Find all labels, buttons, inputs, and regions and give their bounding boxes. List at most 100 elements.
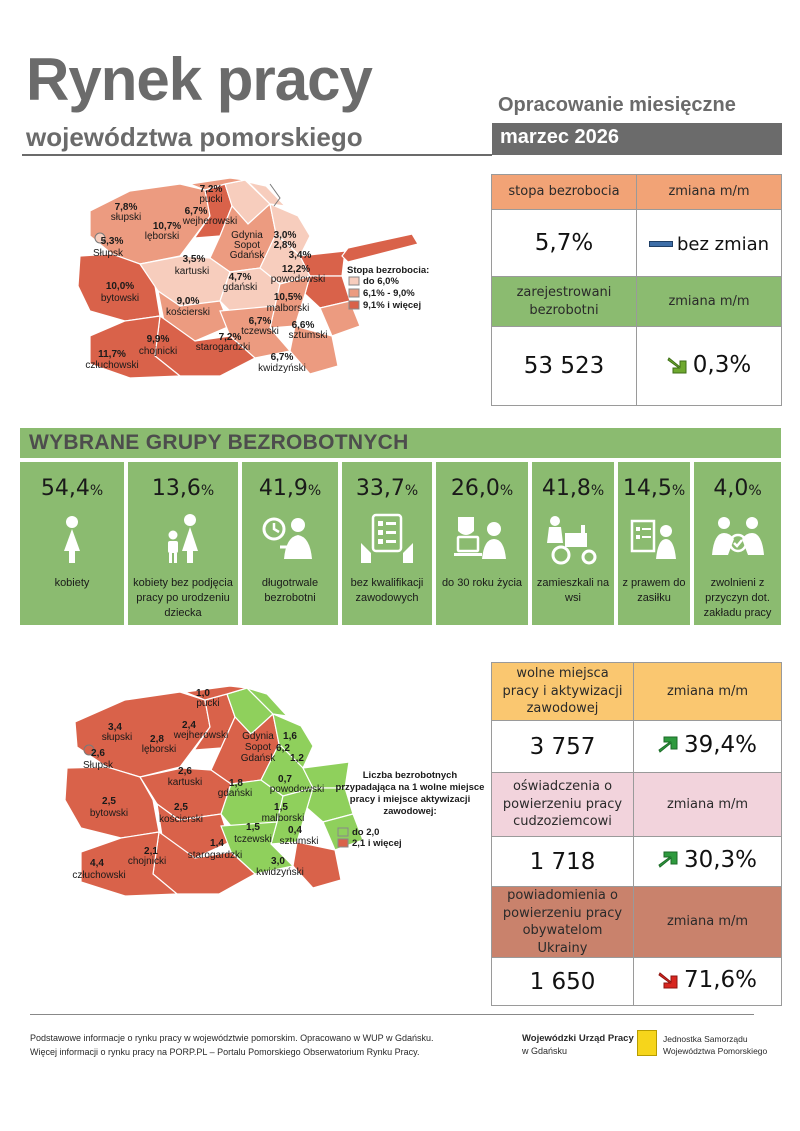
map2-wejherowski-value: 2,4: [182, 720, 196, 731]
map1-slupsk-name: Słupsk: [93, 248, 124, 259]
map2-legend-swatch-low: [337, 827, 349, 837]
map1-slupski-value: 7,8%: [115, 202, 138, 213]
map2-sopot-name: Sopot: [245, 742, 271, 753]
ukraine-value: 1 650: [491, 957, 634, 1007]
map2-chojnicki-name: chojnicki: [128, 856, 166, 867]
foreigners-change: 30,3%: [683, 847, 758, 873]
map1-starogardzki-value: 7,2%: [219, 332, 242, 343]
map1-gdynia-name: Gdynia: [231, 230, 263, 241]
ukraine-header: powiadomienia o powierzeniu pracy obywat…: [491, 885, 634, 959]
rate-change-cell: bez zmian: [636, 209, 782, 277]
group-unit: %: [200, 483, 215, 499]
map2-koscierski-name: kościerski: [159, 814, 203, 825]
map2-powodowski-value: 0,7: [278, 774, 292, 785]
unemployed-per-offer-map: 1,0 pucki 3,4 słupski 2,4 wejherowski 2,…: [64, 685, 484, 897]
map2-leborski-name: lęborski: [142, 744, 176, 755]
map1-slupski-name: słupski: [111, 212, 142, 223]
group-label: z prawem do zasiłku: [622, 577, 686, 604]
footer-line-2: Więcej informacji o rynku pracy na PORP.…: [30, 1046, 420, 1057]
report-period: marzec 2026: [492, 123, 782, 155]
handshake-icon: [711, 517, 764, 555]
group-unit: %: [89, 483, 104, 499]
map2-malborski-name: malborski: [262, 813, 305, 824]
map1-malborski-name: malborski: [267, 303, 310, 314]
map2-starogardzki-name: starogardzki: [188, 850, 242, 861]
group-value: 41,8: [541, 476, 591, 501]
map1-legend-swatch-mid: [348, 288, 360, 298]
registered-change-header: zmiana m/m: [636, 276, 782, 327]
offers-change-cell: 39,4%: [633, 720, 782, 773]
map1-wejherowski-name: wejherowski: [182, 216, 237, 227]
group-label: kobiety bez podjęcia pracy po urodzeniu …: [133, 577, 233, 619]
map2-tczewski-value: 1,5: [246, 822, 260, 833]
map2-kartuski-name: kartuski: [168, 777, 202, 788]
group-label: kobiety: [54, 577, 90, 589]
tractor-icon: [547, 516, 597, 565]
group-label: do 30 roku życia: [441, 577, 523, 589]
map1-kwidzynski-value: 6,7%: [271, 352, 294, 363]
map1-czluchowski-value: 11,7%: [98, 349, 126, 360]
map2-czluchowski-value: 4,4: [90, 858, 104, 869]
group-label: bez kwalifikacji zawodowych: [350, 577, 424, 604]
group-tile-longterm: 41,9% długotrwale bezrobotni: [242, 462, 338, 625]
unemployment-table: stopa bezrobocia zmiana m/m 5,7% bez zmi…: [491, 174, 782, 406]
map2-legend-low: do 2,0: [352, 827, 379, 838]
map1-legend-swatch-low: [348, 276, 360, 286]
map1-sztumski-name: sztumski: [289, 330, 328, 341]
map1-pucki-name: pucki: [199, 194, 222, 205]
map1-sopot-value: 2,8%: [274, 240, 297, 251]
offers-change: 39,4%: [683, 732, 758, 758]
map1-malborski-value: 10,5%: [274, 292, 302, 303]
map2-bytowski-value: 2,5: [102, 796, 116, 807]
group-tile-youth: 26,0% do 30 roku życia: [436, 462, 528, 625]
map1-gdanski-name: gdański: [223, 282, 257, 293]
footer-line-1: Podstawowe informacje o rynku pracy w wo…: [30, 1033, 434, 1043]
foreigners-value: 1 718: [491, 836, 634, 887]
offers-change-header: zmiana m/m: [633, 662, 782, 721]
group-value: 4,0: [713, 476, 749, 501]
rate-header: stopa bezrobocia: [491, 174, 637, 210]
group-value: 26,0: [450, 476, 500, 501]
unemployment-rate-map: 7,2% pucki 7,8% słupski 6,7% wejherowski…: [77, 177, 429, 379]
jsw-line-1: Jednostka Samorządu: [663, 1034, 748, 1044]
map1-chojnicki-value: 9,9%: [147, 334, 170, 345]
map2-slupski-value: 3,4: [108, 722, 122, 733]
jsw-text: Jednostka Samorządu Województwa Pomorski…: [663, 1034, 767, 1058]
group-unit: %: [748, 483, 762, 499]
checklist-hand-icon: [361, 513, 413, 563]
map2-gdanski-value: 1,8: [229, 778, 243, 789]
rate-change-header: zmiana m/m: [636, 174, 782, 210]
group-label: długotrwale bezrobotni: [261, 577, 319, 604]
map1-leborski-name: lęborski: [145, 231, 179, 242]
arrow-down-right-icon: [658, 972, 678, 989]
group-unit: %: [590, 483, 605, 499]
map2-sopot-value: 6,2: [276, 743, 290, 754]
map2-koscierski-value: 2,5: [174, 802, 188, 813]
groups-title: WYBRANE GRUPY BEZROBOTNYCH: [20, 428, 781, 458]
wup-logo: Wojewódzki Urząd Pracy w Gdańsku: [522, 1032, 634, 1058]
map2-starogardzki-value: 1,4: [210, 838, 224, 849]
group-unit: %: [671, 483, 686, 499]
map1-legend-title: Stopa bezrobocia:: [347, 265, 429, 276]
ukraine-change-header: zmiana m/m: [633, 885, 782, 959]
map1-slupsk-value: 5,3%: [101, 236, 124, 247]
map2-kartuski-value: 2,6: [178, 766, 192, 777]
map1-koscierski-name: kościerski: [166, 307, 210, 318]
map2-gdansk-name: Gdańsk: [241, 753, 276, 764]
map1-kartuski-name: kartuski: [175, 266, 209, 277]
ukraine-change: 71,6%: [683, 967, 758, 994]
rate-value: 5,7%: [491, 209, 637, 277]
group-unit: %: [404, 483, 419, 499]
map1-sztumski-value: 6,6%: [292, 320, 315, 331]
map1-gdanski-value: 4,7%: [229, 272, 252, 283]
map1-leborski-value: 10,7%: [153, 221, 181, 232]
group-value: 13,6: [151, 476, 201, 501]
report-type: Opracowanie miesięczne: [498, 94, 736, 116]
arrow-up-right-icon: [658, 736, 678, 753]
map2-gdynia-name: Gdynia: [242, 731, 274, 742]
group-tile-rural: 41,8% zamieszkali na wsi: [532, 462, 614, 625]
group-value: 54,4: [40, 476, 90, 501]
group-value: 33,7: [355, 476, 405, 501]
map1-kwidzynski-name: kwidzyński: [258, 363, 306, 374]
map2-chojnicki-value: 2,1: [144, 846, 158, 857]
